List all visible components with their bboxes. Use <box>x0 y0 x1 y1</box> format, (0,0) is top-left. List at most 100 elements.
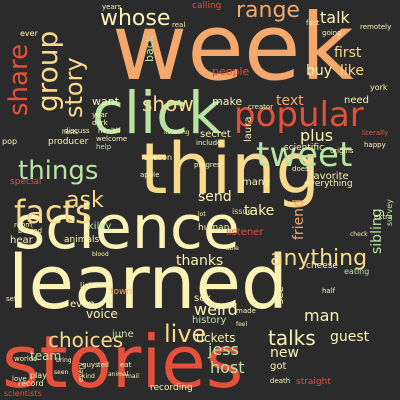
word-apple: apple <box>140 171 160 179</box>
word-issue: issue <box>232 207 253 216</box>
word-share: share <box>4 43 34 116</box>
word-range: range <box>236 0 300 23</box>
word-help: help <box>96 143 112 151</box>
word-extra: extra <box>374 213 393 221</box>
word-history: history <box>192 315 227 326</box>
word-click: click <box>92 79 222 147</box>
word-scientific: scientific <box>284 143 325 153</box>
word-recording: recording <box>150 383 193 393</box>
word-season: season <box>144 153 173 162</box>
word-facts: facts <box>14 193 92 231</box>
word-happy: happy <box>364 141 386 149</box>
word-show: show <box>142 92 194 116</box>
word-team: team <box>30 349 62 363</box>
word-made: made <box>236 307 256 315</box>
word-worlds: worlds <box>14 355 37 363</box>
word-popular: popular <box>234 95 364 135</box>
word-thing: thing <box>140 128 321 210</box>
word-lot: lot <box>198 211 206 218</box>
word-host: host <box>210 358 245 377</box>
word-learned: learned <box>8 240 288 326</box>
word-ever: ever <box>20 29 38 38</box>
word-origins: origins <box>330 147 354 155</box>
word-even: even <box>70 299 95 310</box>
word-health: health <box>98 127 121 135</box>
word-weird: weird <box>194 300 238 319</box>
word-scientists: scientists <box>4 389 42 398</box>
word-want: want <box>92 95 120 108</box>
word-anything: anything <box>270 246 368 271</box>
word-group: group <box>31 30 64 112</box>
word-include: include <box>196 139 222 147</box>
word-plus: plus <box>300 126 334 145</box>
word-pop: pop <box>2 137 18 146</box>
word-literally: literally <box>362 129 389 137</box>
word-behind: behind <box>18 227 43 235</box>
word-ask: ask <box>66 188 104 213</box>
word-new: new <box>270 345 299 361</box>
word-progress: progress <box>194 161 225 169</box>
word-producer: producer <box>48 137 89 147</box>
word-science: science <box>14 193 240 263</box>
word-mail: mail <box>126 373 139 380</box>
word-cheese: cheese <box>306 261 338 271</box>
word-york: york <box>370 83 388 92</box>
word-kiley: kiley <box>88 221 112 232</box>
word-calling: calling <box>192 1 222 11</box>
word-real: real <box>172 21 186 29</box>
word-buy: buy <box>306 63 333 79</box>
word-hosts: hosts <box>62 129 79 136</box>
word-tweet: tweet <box>256 135 353 175</box>
word-choices: choices <box>48 328 124 352</box>
word-guest: guest <box>330 329 370 345</box>
word-jess: jess <box>208 340 239 359</box>
word-friend: friend <box>291 199 307 240</box>
word-listen: listen <box>80 281 102 290</box>
word-set: set <box>6 295 17 303</box>
word-animal: animal <box>108 371 129 378</box>
word-years: years <box>102 3 122 11</box>
word-listening: listening <box>164 129 190 136</box>
word-half: half <box>322 287 336 295</box>
word-going: going <box>322 29 342 37</box>
word-blood: blood <box>92 251 109 258</box>
word-kind: kind <box>82 373 95 380</box>
word-tell: tell <box>98 361 109 369</box>
word-things: things <box>18 156 99 186</box>
word-need: need <box>344 95 369 106</box>
word-man: man <box>304 306 340 325</box>
word-special: special <box>10 177 42 187</box>
word-able: able <box>226 245 239 252</box>
word-animals: animals <box>64 235 100 245</box>
word-first: first <box>334 45 362 61</box>
word-stories: stories <box>2 320 244 400</box>
word-play: play <box>30 371 47 380</box>
word-thanks: thanks <box>176 253 224 269</box>
word-make: make <box>212 95 243 108</box>
word-everything: everything <box>304 179 353 189</box>
word-check: check <box>350 231 368 238</box>
word-survey: survey <box>385 199 394 226</box>
word-june: june <box>112 329 134 340</box>
word-feel: feel <box>236 321 248 328</box>
word-seen: seen <box>54 369 69 376</box>
word-love: love <box>12 375 27 383</box>
word-laura: laura <box>243 116 254 142</box>
word-favorite: favorite <box>310 171 349 182</box>
word-like: like <box>340 63 365 79</box>
word-many: many <box>242 177 271 188</box>
word-live: live <box>164 320 207 348</box>
word-eating: eating <box>344 267 370 276</box>
word-talks: talks <box>268 326 316 350</box>
word-human: human <box>198 223 230 233</box>
word-hear: hear <box>10 235 33 246</box>
word-secret: secret <box>200 129 231 140</box>
word-creator: creator <box>248 103 274 111</box>
word-discuss: discuss <box>64 127 90 135</box>
word-guys: guys <box>82 361 99 369</box>
word-straight: straight <box>296 377 331 387</box>
word-week: week <box>112 0 354 101</box>
word-eat: eat <box>120 361 132 369</box>
word-town: town <box>110 287 133 297</box>
